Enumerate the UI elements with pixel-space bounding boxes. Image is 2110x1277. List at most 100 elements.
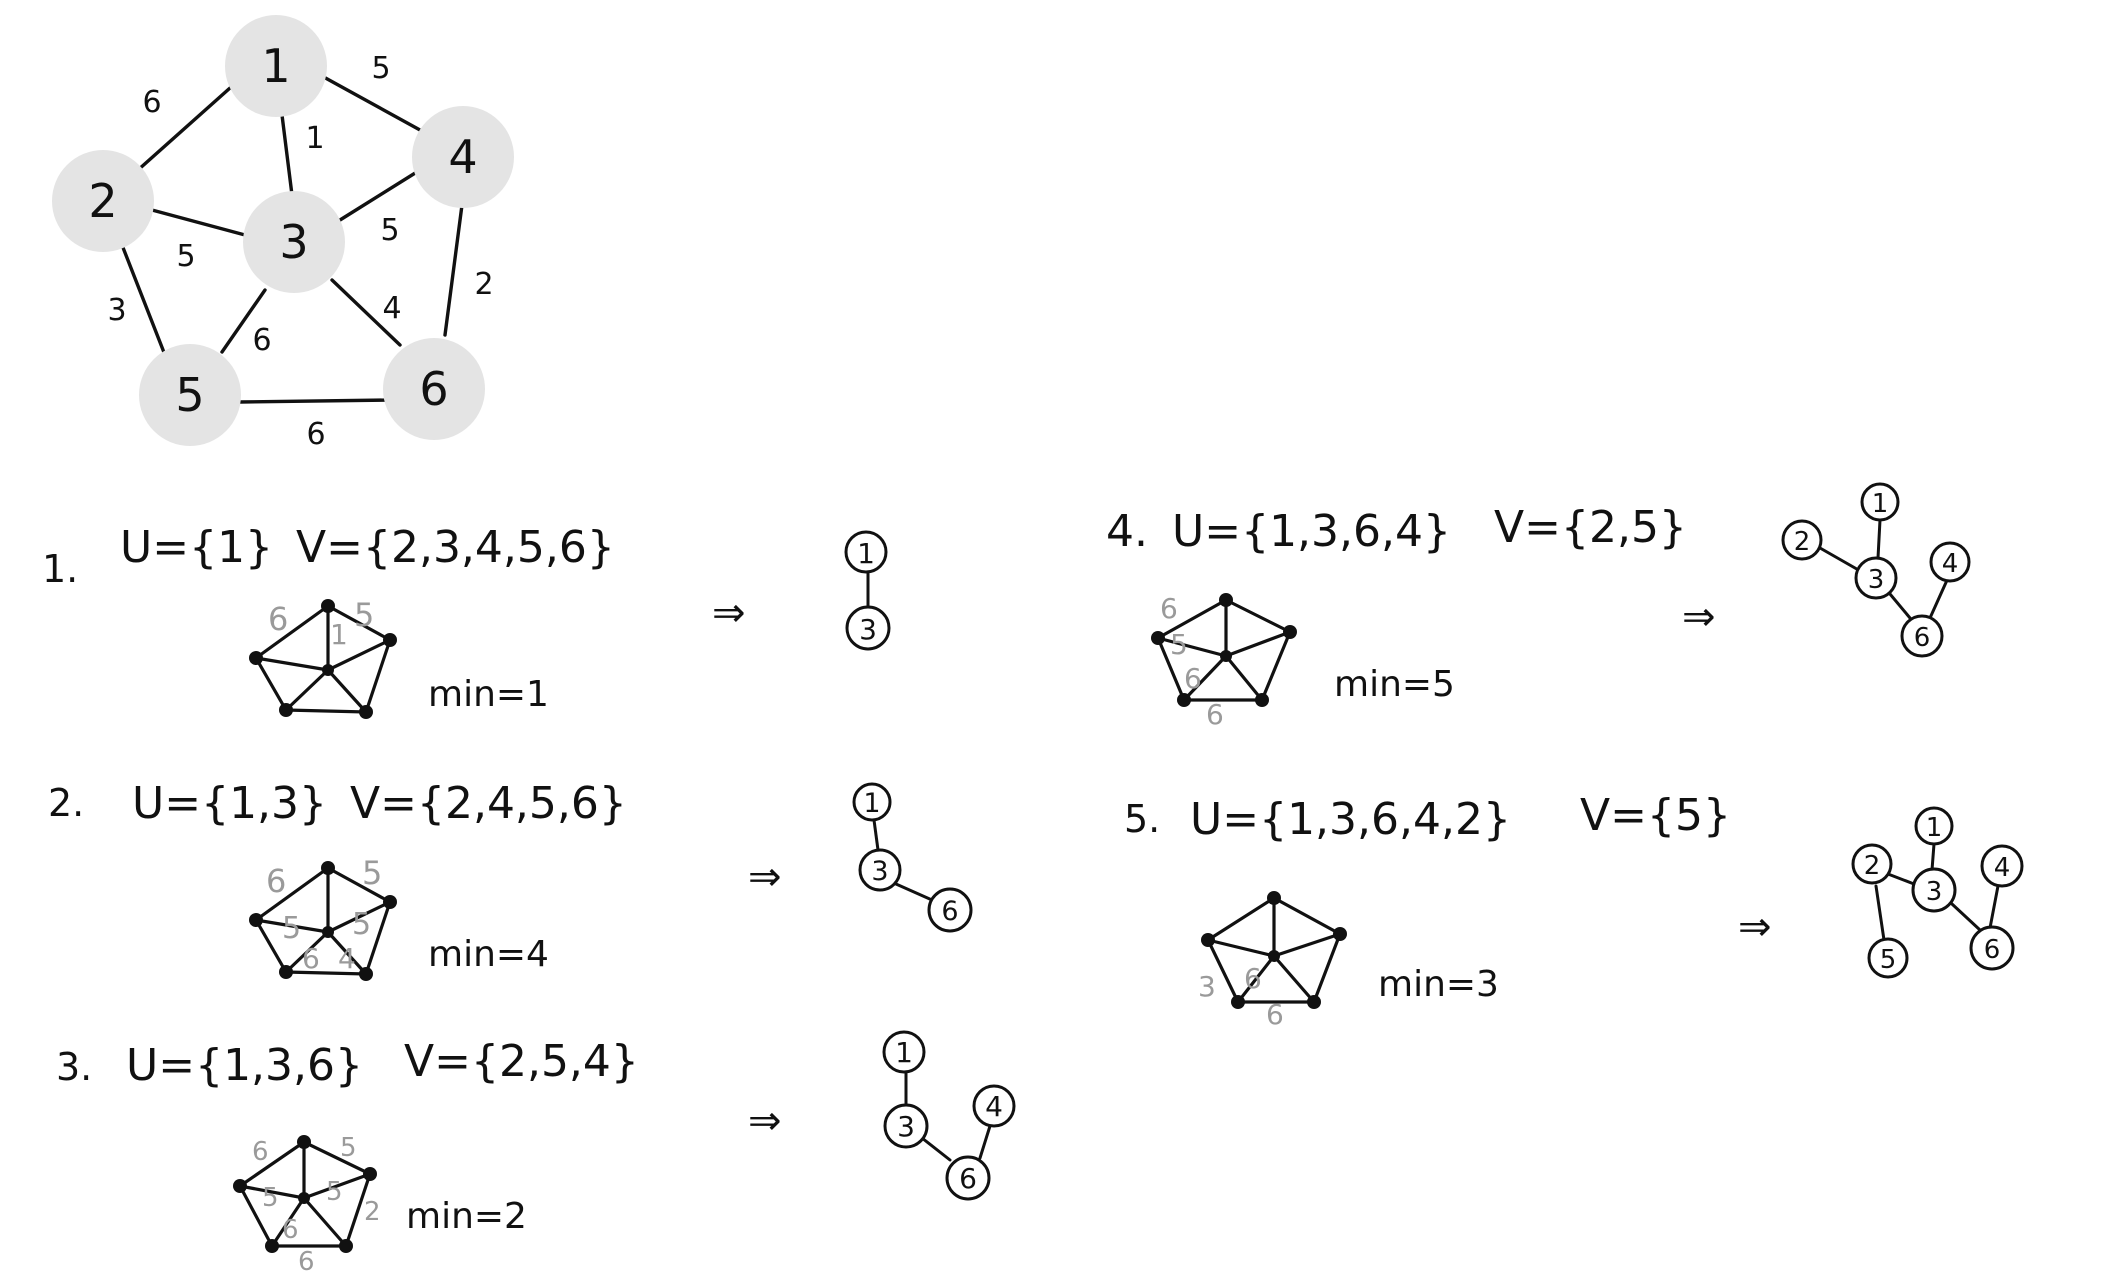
step-3-tree-node-1: 3 bbox=[897, 1110, 915, 1143]
step-5-tree-node-5: 6 bbox=[1984, 935, 2001, 965]
step-5-arrow: ⇒ bbox=[1738, 904, 1772, 950]
step-5-weight-0: 3 bbox=[1198, 970, 1216, 1003]
step-3-weight-5: 6 bbox=[298, 1247, 315, 1277]
step-3-weight-4: 6 bbox=[282, 1215, 299, 1245]
main-graph: 1 2 3 4 5 6 6 5 1 5 5 3 6 4 2 6 bbox=[52, 15, 514, 452]
step-1-weight-2: 1 bbox=[330, 618, 348, 651]
step-4-weight-3: 6 bbox=[1206, 698, 1224, 731]
step-1: 1. U={1} V={2,3,4,5,6} 6 5 1 min=1 ⇒ 1 3 bbox=[42, 522, 889, 719]
step-1-min: min=1 bbox=[428, 674, 549, 715]
step-5-v-set: V={5} bbox=[1580, 790, 1731, 841]
step-1-arrow: ⇒ bbox=[712, 590, 746, 636]
step-2-number: 2. bbox=[48, 781, 84, 825]
edge-5-6 bbox=[240, 400, 392, 402]
step-3: 3. U={1,3,6} V={2,5,4} 6 5 5 5 6 6 2 min… bbox=[56, 1032, 1014, 1277]
step-2-weight-2: 5 bbox=[282, 911, 301, 946]
step-4-weight-0: 6 bbox=[1160, 592, 1178, 625]
weight-5-6: 6 bbox=[306, 417, 325, 452]
step-2-v-set: V={2,4,5,6} bbox=[350, 778, 627, 829]
node-6-label: 6 bbox=[419, 362, 448, 416]
step-2-mini-graph: 6 5 5 5 6 4 bbox=[249, 854, 397, 981]
step-4-tree: 1 2 3 4 6 bbox=[1783, 484, 1969, 656]
step-5: 5. U={1,3,6,4,2} V={5} 3 6 6 min=3 ⇒ bbox=[1124, 790, 2022, 1031]
step-5-tree-node-3: 4 bbox=[1994, 853, 2011, 883]
step-1-tree-node-0: 1 bbox=[857, 537, 875, 570]
step-1-number: 1. bbox=[42, 547, 78, 591]
step-3-tree-node-0: 1 bbox=[895, 1036, 913, 1069]
step-1-mini-graph: 6 5 1 bbox=[249, 596, 397, 719]
step-3-weight-2: 5 bbox=[262, 1183, 279, 1213]
step-2-weight-4: 6 bbox=[302, 942, 320, 975]
edge-4-6 bbox=[445, 205, 462, 335]
step-5-min: min=3 bbox=[1378, 964, 1499, 1005]
step-3-tree: 1 3 6 4 bbox=[884, 1032, 1014, 1199]
step-3-u-set: U={1,3,6} bbox=[126, 1040, 363, 1091]
step-3-number: 3. bbox=[56, 1045, 92, 1089]
step-3-min: min=2 bbox=[406, 1196, 527, 1237]
edge-1-4 bbox=[320, 75, 420, 130]
step-1-weight-0: 6 bbox=[268, 600, 288, 638]
step-4-tree-node-1: 2 bbox=[1794, 527, 1811, 557]
step-2-tree-node-1: 3 bbox=[871, 856, 888, 887]
weight-3-4: 5 bbox=[380, 213, 399, 248]
step-3-arrow: ⇒ bbox=[748, 1098, 782, 1144]
step-4-number: 4. bbox=[1106, 506, 1148, 557]
weight-1-4: 5 bbox=[371, 51, 390, 86]
step-2-tree: 1 3 6 bbox=[854, 784, 971, 931]
step-2-weight-1: 5 bbox=[362, 854, 382, 892]
edge-2-3 bbox=[152, 210, 245, 235]
step-1-weight-1: 5 bbox=[354, 596, 374, 634]
step-2-weight-3: 5 bbox=[352, 907, 371, 942]
step-3-v-set: V={2,5,4} bbox=[404, 1036, 639, 1087]
step-5-u-set: U={1,3,6,4,2} bbox=[1190, 794, 1511, 845]
step-3-tree-node-2: 6 bbox=[959, 1162, 977, 1195]
step-3-weight-3: 5 bbox=[326, 1177, 343, 1207]
step-2-u-set: U={1,3} bbox=[132, 778, 327, 829]
step-4-weight-1: 5 bbox=[1170, 628, 1188, 661]
step-5-number: 5. bbox=[1124, 797, 1160, 841]
step-2-tree-node-0: 1 bbox=[863, 788, 880, 819]
step-5-weight-2: 6 bbox=[1266, 998, 1284, 1031]
step-3-weight-0: 6 bbox=[252, 1137, 269, 1167]
node-3-label: 3 bbox=[279, 215, 308, 269]
step-4-tree-node-3: 4 bbox=[1942, 549, 1959, 579]
node-4-label: 4 bbox=[448, 130, 477, 184]
step-4-v-set: V={2,5} bbox=[1494, 502, 1687, 553]
step-5-tree: 1 2 3 4 5 6 bbox=[1853, 808, 2022, 977]
step-2: 2. U={1,3} V={2,4,5,6} 6 5 5 5 6 4 min=4… bbox=[48, 778, 971, 981]
weight-3-5: 6 bbox=[252, 323, 271, 358]
step-3-weight-6: 2 bbox=[364, 1197, 381, 1227]
step-3-tree-node-3: 4 bbox=[985, 1090, 1003, 1123]
step-5-tree-node-1: 2 bbox=[1864, 851, 1881, 881]
step-1-v-set: V={2,3,4,5,6} bbox=[296, 522, 615, 573]
weight-1-2: 6 bbox=[142, 85, 161, 120]
step-4-tree-node-0: 1 bbox=[1872, 489, 1889, 519]
step-5-mini-graph: 3 6 6 bbox=[1198, 891, 1347, 1031]
step-4: 4. U={1,3,6,4} V={2,5} 6 5 6 6 min=5 ⇒ bbox=[1106, 484, 1969, 731]
step-1-tree-node-1: 3 bbox=[859, 613, 877, 646]
weight-2-3: 5 bbox=[176, 239, 195, 274]
weight-1-3: 1 bbox=[305, 121, 324, 156]
step-1-tree: 1 3 bbox=[846, 532, 889, 649]
step-4-tree-node-2: 3 bbox=[1868, 565, 1885, 595]
step-4-u-set: U={1,3,6,4} bbox=[1172, 506, 1451, 557]
step-3-mini-graph: 6 5 5 5 6 6 2 bbox=[233, 1133, 381, 1277]
step-2-arrow: ⇒ bbox=[748, 854, 782, 900]
node-1-label: 1 bbox=[261, 39, 290, 93]
weight-3-6: 4 bbox=[382, 291, 401, 326]
step-2-min: min=4 bbox=[428, 934, 549, 975]
step-2-weight-0: 6 bbox=[266, 862, 286, 900]
step-5-tree-node-4: 5 bbox=[1880, 945, 1897, 975]
step-3-weight-1: 5 bbox=[340, 1133, 357, 1163]
weight-4-6: 2 bbox=[474, 267, 493, 302]
step-4-arrow: ⇒ bbox=[1682, 594, 1716, 640]
step-1-u-set: U={1} bbox=[120, 522, 273, 573]
weight-2-5: 3 bbox=[107, 293, 126, 328]
step-4-min: min=5 bbox=[1334, 664, 1455, 705]
step-4-tree-node-4: 6 bbox=[1914, 623, 1931, 653]
edge-1-3 bbox=[282, 115, 292, 195]
step-5-tree-node-0: 1 bbox=[1926, 813, 1943, 843]
step-4-weight-2: 6 bbox=[1184, 662, 1202, 695]
step-2-weight-5: 4 bbox=[338, 942, 356, 975]
